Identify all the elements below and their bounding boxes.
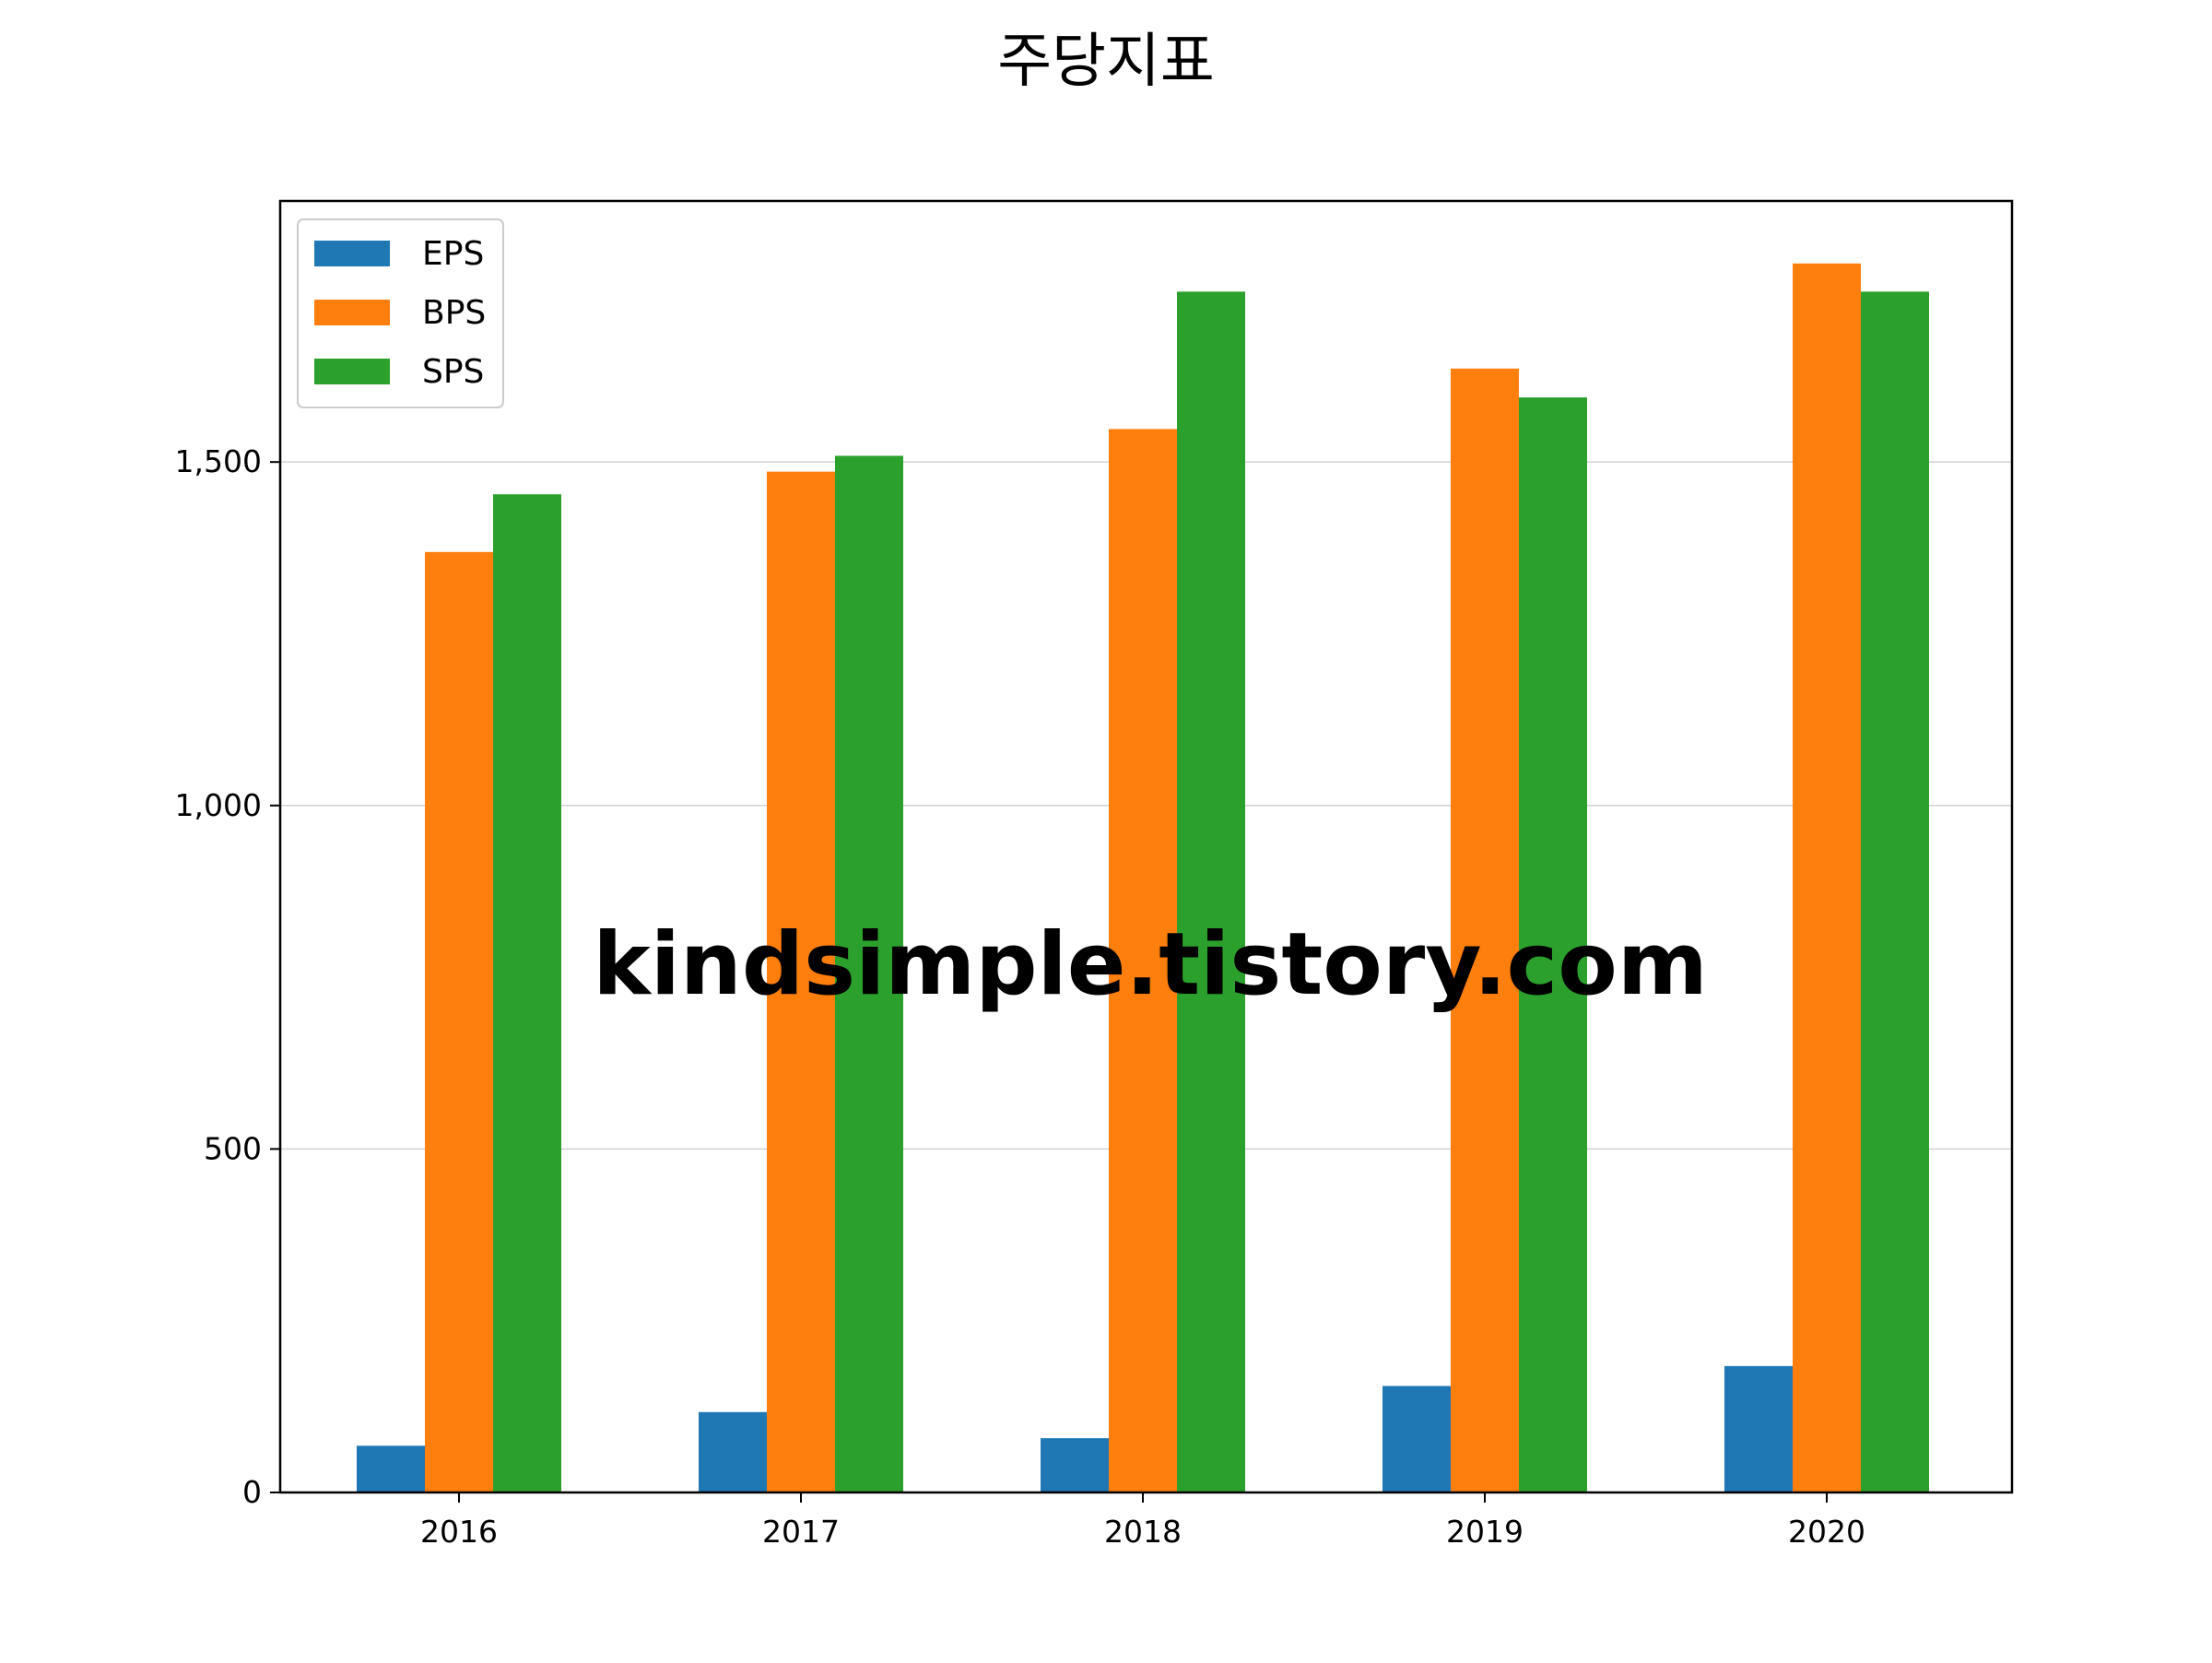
legend-swatch-sps xyxy=(314,359,390,384)
x-tick-label: 2017 xyxy=(762,1514,840,1550)
bar-sps-2019 xyxy=(1519,397,1587,1492)
legend-swatch-bps xyxy=(314,300,390,325)
chart-title: 주당지표 xyxy=(997,28,1215,96)
y-tick-label: 1,500 xyxy=(175,443,262,479)
bar-sps-2017 xyxy=(835,455,903,1493)
legend-label-eps: EPS xyxy=(422,235,484,273)
bars xyxy=(357,263,1929,1493)
legend-label-sps: SPS xyxy=(422,353,484,391)
bar-eps-2017 xyxy=(699,1411,767,1492)
x-tick-label: 2020 xyxy=(1788,1514,1865,1550)
legend: EPS BPS SPS xyxy=(297,218,504,408)
legend-swatch-eps xyxy=(314,241,390,266)
bar-bps-2018 xyxy=(1109,429,1177,1492)
plot-frame xyxy=(278,199,2014,1494)
bar-eps-2016 xyxy=(357,1445,425,1492)
bar-bps-2020 xyxy=(1793,263,1861,1493)
bar-bps-2019 xyxy=(1451,368,1519,1492)
y-axis: 0 500 1,000 1,500 xyxy=(175,443,280,1510)
y-tick-label: 0 xyxy=(242,1474,262,1510)
bar-bps-2017 xyxy=(767,471,835,1493)
y-tick-label: 1,000 xyxy=(175,787,262,823)
x-tick-label: 2016 xyxy=(420,1514,498,1550)
y-tick-label: 500 xyxy=(204,1130,262,1166)
legend-label-bps: BPS xyxy=(422,294,486,332)
x-tick-label: 2018 xyxy=(1104,1514,1182,1550)
bar-eps-2019 xyxy=(1382,1386,1451,1492)
x-axis: 2016 2017 2018 2019 2020 xyxy=(420,1492,1865,1550)
bar-eps-2020 xyxy=(1724,1365,1793,1492)
bar-sps-2018 xyxy=(1177,291,1245,1493)
bar-sps-2020 xyxy=(1861,291,1929,1493)
x-tick-label: 2019 xyxy=(1446,1514,1524,1550)
watermark: kindsimple.tistory.com xyxy=(593,914,1708,1015)
bar-bps-2016 xyxy=(425,551,493,1492)
bar-sps-2016 xyxy=(493,494,561,1493)
bar-eps-2018 xyxy=(1041,1438,1109,1492)
